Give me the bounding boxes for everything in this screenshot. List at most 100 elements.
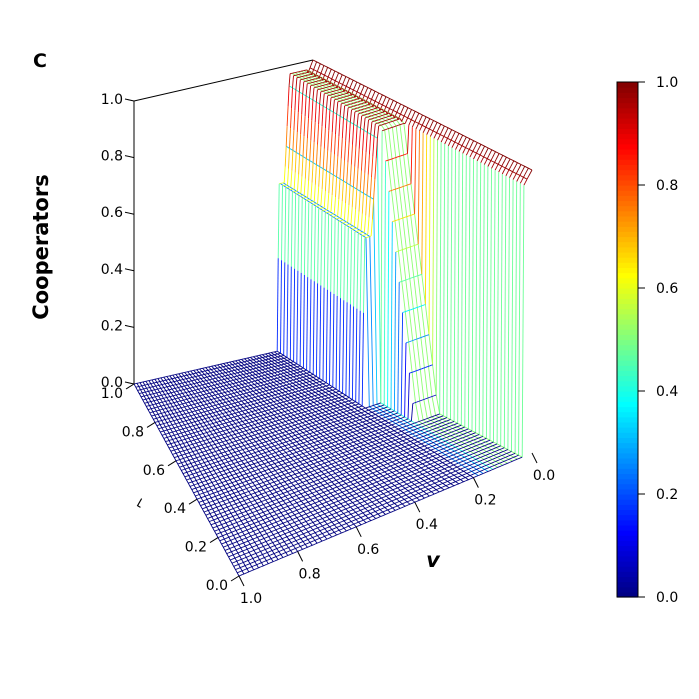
surface-line-r [384, 453, 387, 455]
surface-line-r [376, 473, 379, 476]
surface-line-r [311, 540, 314, 543]
surface-line-r [272, 488, 275, 491]
surface-line-r [469, 470, 472, 473]
surface-line-r [436, 436, 439, 439]
surface-line-r [340, 435, 343, 437]
surface-line-r [210, 501, 212, 503]
surface-line-r [440, 490, 443, 492]
surface-line-r [349, 474, 352, 476]
surface-line-r [431, 452, 433, 454]
surface-line-r [289, 497, 291, 499]
surface-line-r [249, 543, 252, 545]
surface-line-r [403, 416, 405, 418]
surface-line-r [304, 506, 307, 508]
surface-line-r [361, 438, 364, 440]
surface-line-r [388, 421, 390, 424]
surface-line-r [249, 486, 251, 488]
surface-line-r [395, 442, 398, 444]
surface-line-r [258, 531, 261, 534]
surface-line-r [384, 456, 387, 459]
surface-line-r [341, 531, 344, 534]
surface-line-r [339, 525, 342, 527]
surface-line-r [311, 481, 314, 483]
surface-line-r [397, 448, 400, 450]
surface-line-r [288, 482, 291, 485]
surface-line-r [330, 492, 333, 494]
surface-line-r [476, 451, 479, 453]
surface-line-r [209, 486, 212, 488]
surface-line-r [421, 304, 423, 307]
surface-line-r [419, 400, 422, 402]
surface-line-r [269, 482, 272, 485]
surface-line-r [238, 524, 241, 527]
surface-line-r [415, 489, 418, 492]
surface-line-r [416, 369, 418, 372]
surface-line-r [393, 477, 396, 480]
surface-line-r [385, 459, 388, 462]
surface-line-r [377, 491, 380, 493]
surface-line-r [337, 489, 340, 491]
surface-line-r [356, 478, 359, 480]
surface-line-r [339, 474, 341, 476]
surface-line-r [264, 473, 266, 476]
surface-line-r [384, 446, 386, 449]
surface-line-r [344, 515, 347, 518]
surface-line-r [372, 471, 375, 474]
surface-line-r [401, 450, 404, 452]
surface-line-r [375, 495, 378, 498]
surface-line-r [349, 498, 352, 501]
surface-line-r [353, 447, 356, 450]
surface-line-r [411, 442, 414, 445]
surface-line-r [469, 464, 472, 466]
surface-line-r [433, 434, 436, 437]
surface-line-r [500, 464, 503, 467]
surface-line-r [461, 433, 464, 436]
surface-line-r [286, 465, 288, 468]
surface-line-r [203, 507, 206, 509]
surface-line-r [348, 460, 351, 462]
surface-line-r [370, 497, 373, 500]
surface-line-r [471, 158, 474, 431]
surface-line-r [285, 484, 288, 486]
surface-line-r [339, 499, 342, 501]
surface-line-r [444, 464, 446, 466]
surface-line-r [522, 166, 526, 170]
surface-line-r [295, 465, 298, 468]
surface-line-r [424, 434, 427, 437]
surface-line-r [473, 466, 475, 468]
surface-line-r [457, 133, 460, 137]
surface-line-r [445, 460, 448, 462]
surface-line-r [465, 152, 469, 156]
surface-line-r [422, 445, 425, 448]
surface-line-r [429, 436, 431, 438]
surface-line-r [352, 490, 355, 493]
surface-line-r [345, 464, 348, 467]
surface-line-r [291, 515, 294, 517]
surface-line-r [286, 516, 289, 519]
surface-line-r [411, 467, 414, 469]
surface-line-r [386, 501, 389, 504]
surface-line-r [414, 422, 417, 424]
surface-line-r [382, 440, 384, 443]
surface-line-r [359, 445, 362, 448]
surface-line-r [299, 482, 302, 484]
surface-line-r [484, 451, 487, 453]
surface-line-r [415, 482, 418, 485]
surface-line-r [205, 514, 208, 516]
surface-line-r [244, 514, 247, 516]
surface-line-r [521, 169, 524, 173]
surface-line-r [455, 429, 458, 431]
surface-line-r [383, 514, 386, 516]
surface-line-r [423, 398, 426, 400]
surface-line-r [437, 477, 440, 479]
surface-line-r [294, 455, 297, 457]
surface-line-r [412, 456, 415, 458]
surface-line-r [368, 470, 371, 472]
surface-line-r [361, 483, 364, 485]
surface-line-r [444, 478, 447, 480]
surface-line-r [430, 419, 433, 421]
surface-line-r [306, 475, 309, 478]
surface-line-r [348, 456, 351, 459]
surface-line-r [310, 460, 313, 462]
surface-line-r [484, 447, 487, 450]
